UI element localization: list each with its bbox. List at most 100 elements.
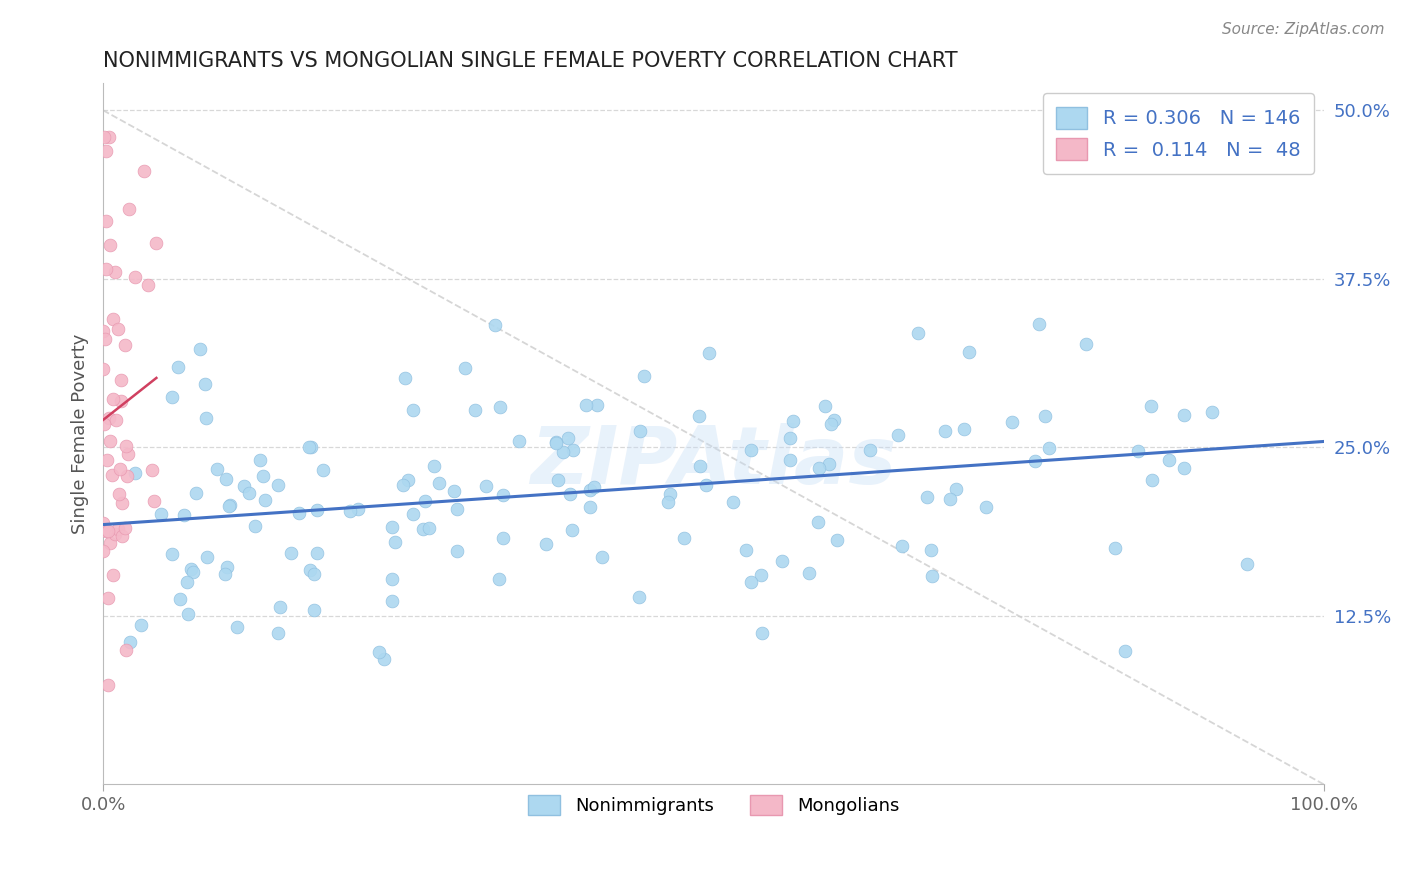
Point [194, 410, 217, 425]
Point [339, 504, 361, 518]
Point [797, 566, 820, 581]
Point [97, 411, 120, 425]
Point [628, 590, 651, 604]
Point [974, 500, 997, 515]
Point [226, 620, 249, 634]
Point [111, 529, 134, 543]
Point [1028, 318, 1050, 332]
Point [446, 544, 468, 558]
Point [252, 469, 274, 483]
Point [347, 502, 370, 516]
Point [110, 373, 132, 387]
Point [1173, 408, 1195, 422]
Point [633, 369, 655, 384]
Point [934, 424, 956, 438]
Point [97, 591, 120, 606]
Point [91, 361, 114, 376]
Point [859, 442, 882, 457]
Point [381, 572, 404, 586]
Point [921, 569, 943, 583]
Point [574, 398, 596, 412]
Text: NONIMMIGRANTS VS MONGOLIAN SINGLE FEMALE POVERTY CORRELATION CHART: NONIMMIGRANTS VS MONGOLIAN SINGLE FEMALE… [103, 51, 957, 70]
Point [560, 487, 582, 501]
Legend: Nonimmigrants, Mongolians: Nonimmigrants, Mongolians [519, 786, 908, 824]
Point [427, 476, 450, 491]
Point [288, 506, 311, 520]
Point [299, 440, 322, 454]
Point [188, 342, 211, 356]
Text: Source: ZipAtlas.com: Source: ZipAtlas.com [1222, 22, 1385, 37]
Point [770, 554, 793, 568]
Point [751, 626, 773, 640]
Point [269, 599, 291, 614]
Point [381, 594, 404, 608]
Point [561, 442, 583, 457]
Point [107, 522, 129, 536]
Point [184, 486, 207, 500]
Point [115, 439, 138, 453]
Point [93, 516, 115, 530]
Point [544, 435, 567, 450]
Point [557, 431, 579, 445]
Point [695, 478, 717, 492]
Point [118, 635, 141, 649]
Point [1024, 454, 1046, 468]
Point [1140, 400, 1163, 414]
Point [114, 521, 136, 535]
Point [945, 483, 967, 497]
Point [108, 487, 131, 501]
Point [488, 400, 510, 414]
Point [115, 643, 138, 657]
Point [939, 491, 962, 506]
Point [214, 472, 236, 486]
Point [160, 547, 183, 561]
Point [553, 444, 575, 458]
Point [180, 562, 202, 576]
Point [782, 414, 804, 428]
Point [659, 487, 682, 501]
Point [93, 130, 115, 145]
Point [98, 238, 121, 252]
Point [1033, 409, 1056, 423]
Point [207, 462, 229, 476]
Point [218, 500, 240, 514]
Point [915, 490, 938, 504]
Point [1038, 442, 1060, 456]
Point [114, 338, 136, 352]
Point [779, 453, 801, 467]
Point [98, 130, 121, 145]
Point [402, 507, 425, 521]
Point [1001, 415, 1024, 429]
Point [475, 479, 498, 493]
Point [104, 412, 127, 426]
Point [214, 566, 236, 581]
Point [814, 399, 837, 413]
Point [657, 495, 679, 509]
Point [238, 486, 260, 500]
Point [107, 321, 129, 335]
Point [672, 531, 695, 545]
Point [890, 540, 912, 554]
Point [267, 478, 290, 492]
Point [98, 434, 121, 449]
Point [94, 214, 117, 228]
Point [721, 494, 744, 508]
Point [392, 478, 415, 492]
Point [697, 345, 720, 359]
Point [779, 431, 801, 445]
Point [402, 402, 425, 417]
Point [1128, 443, 1150, 458]
Point [104, 265, 127, 279]
Point [412, 522, 434, 536]
Point [305, 546, 328, 560]
Point [96, 524, 118, 538]
Point [1159, 453, 1181, 467]
Point [418, 520, 440, 534]
Point [98, 535, 121, 549]
Point [373, 651, 395, 665]
Point [131, 618, 153, 632]
Point [150, 507, 173, 521]
Point [176, 574, 198, 589]
Point [689, 458, 711, 473]
Point [166, 359, 188, 374]
